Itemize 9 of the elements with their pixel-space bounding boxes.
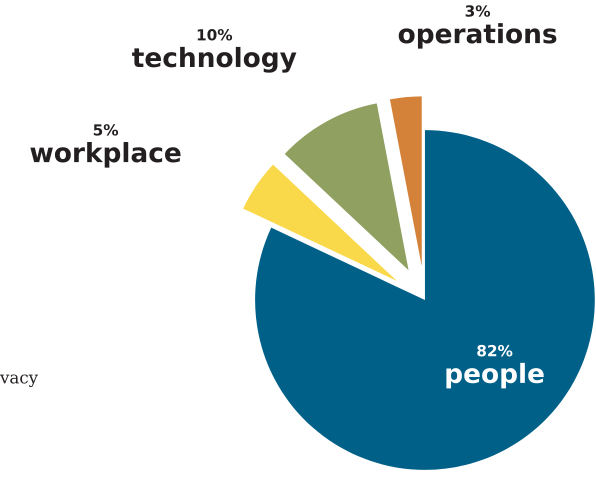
- data-label: 82%: [477, 344, 512, 356]
- text: vacy: [0, 374, 38, 388]
- slice-label: operations: [398, 23, 556, 49]
- data-label: 5%: [94, 124, 118, 136]
- slice-label: workplace: [30, 142, 181, 168]
- slice-label: technology: [132, 46, 296, 73]
- slice-label: people: [446, 362, 544, 388]
- data-label: 3%: [466, 5, 490, 17]
- data-label: 10%: [198, 28, 232, 41]
